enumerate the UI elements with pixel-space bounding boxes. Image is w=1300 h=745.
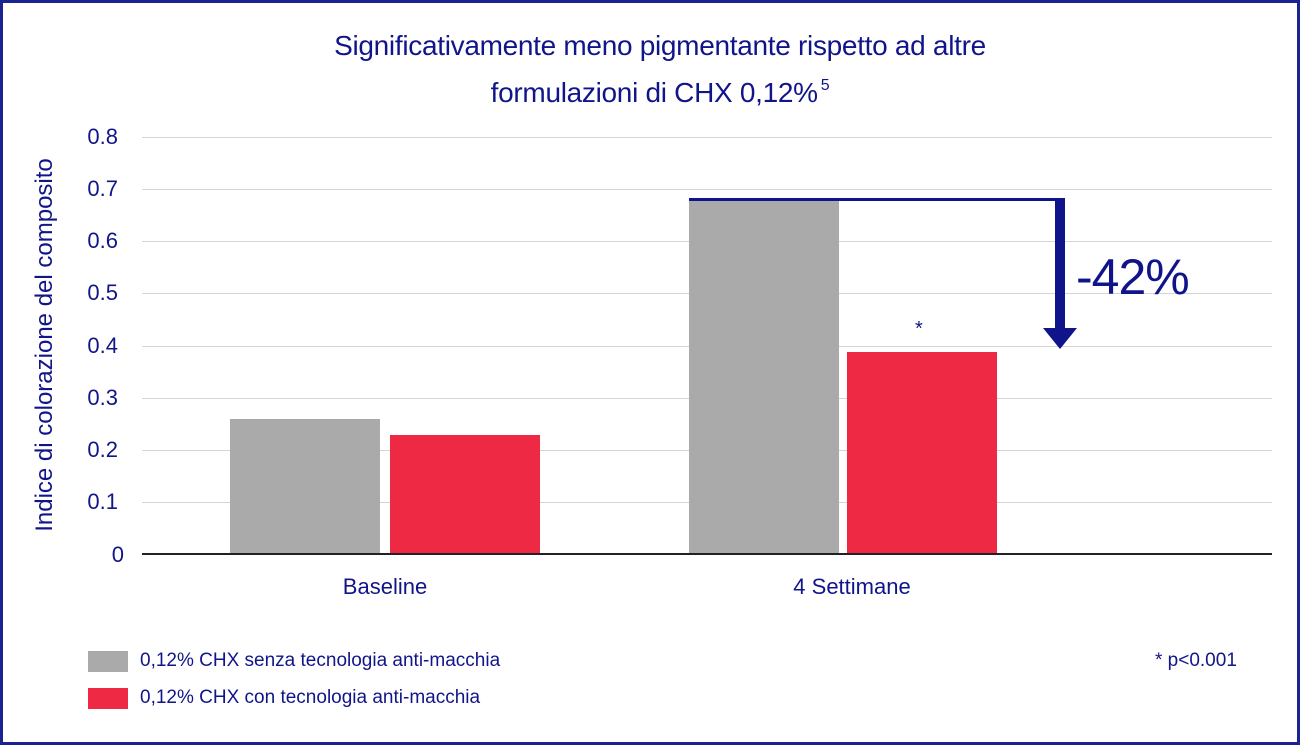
chart-title-line-2: formulazioni di CHX 0,12% 5 xyxy=(0,66,1300,113)
y-tick: 0.4 xyxy=(87,333,118,358)
arrow-down-icon xyxy=(1043,328,1077,349)
legend-swatch-red xyxy=(88,687,128,709)
bar-baseline-senza xyxy=(230,419,380,554)
reduction-bracket-line xyxy=(689,198,1065,201)
x-category-4-settimane: 4 Settimane xyxy=(793,574,911,599)
legend-label: 0,12% CHX senza tecnologia anti-macchia xyxy=(140,650,501,671)
bar-4settimane-con xyxy=(847,352,997,554)
y-tick: 0.2 xyxy=(87,437,118,462)
y-tick: 0.6 xyxy=(87,228,118,253)
bar-baseline-con xyxy=(390,435,540,554)
x-category-baseline: Baseline xyxy=(342,574,428,599)
y-tick: 0.7 xyxy=(87,176,118,201)
gridline-0.8 xyxy=(142,137,1272,138)
bar-4settimane-senza xyxy=(689,200,839,554)
legend-swatch-grey xyxy=(88,650,128,672)
significance-star: * xyxy=(915,318,923,340)
title-text-2: formulazioni di CHX 0,12% xyxy=(490,77,818,108)
title-reference-superscript: 5 xyxy=(820,77,830,94)
y-tick: 0 xyxy=(111,542,124,567)
y-tick: 0.3 xyxy=(87,385,118,410)
y-axis-label: Indice di colorazione del composito xyxy=(31,158,58,532)
significance-note: * p<0.001 xyxy=(1155,650,1237,671)
legend-item-senza: 0,12% CHX senza tecnologia anti-macchia xyxy=(88,649,500,673)
y-tick: 0.1 xyxy=(87,489,118,514)
chart-title-line-1: Significativamente meno pigmentante risp… xyxy=(0,26,1300,66)
legend-item-con: 0,12% CHX con tecnologia anti-macchia xyxy=(88,686,480,710)
reduction-arrow-shaft xyxy=(1055,198,1065,330)
gridline-0.7 xyxy=(142,189,1272,190)
y-tick: 0.5 xyxy=(87,280,118,305)
x-axis-line xyxy=(142,553,1272,555)
title-text-1: Significativamente meno pigmentante risp… xyxy=(334,30,986,61)
reduction-percentage: -42% xyxy=(1076,249,1190,305)
y-tick: 0.8 xyxy=(87,124,118,149)
legend-label: 0,12% CHX con tecnologia anti-macchia xyxy=(140,687,481,708)
